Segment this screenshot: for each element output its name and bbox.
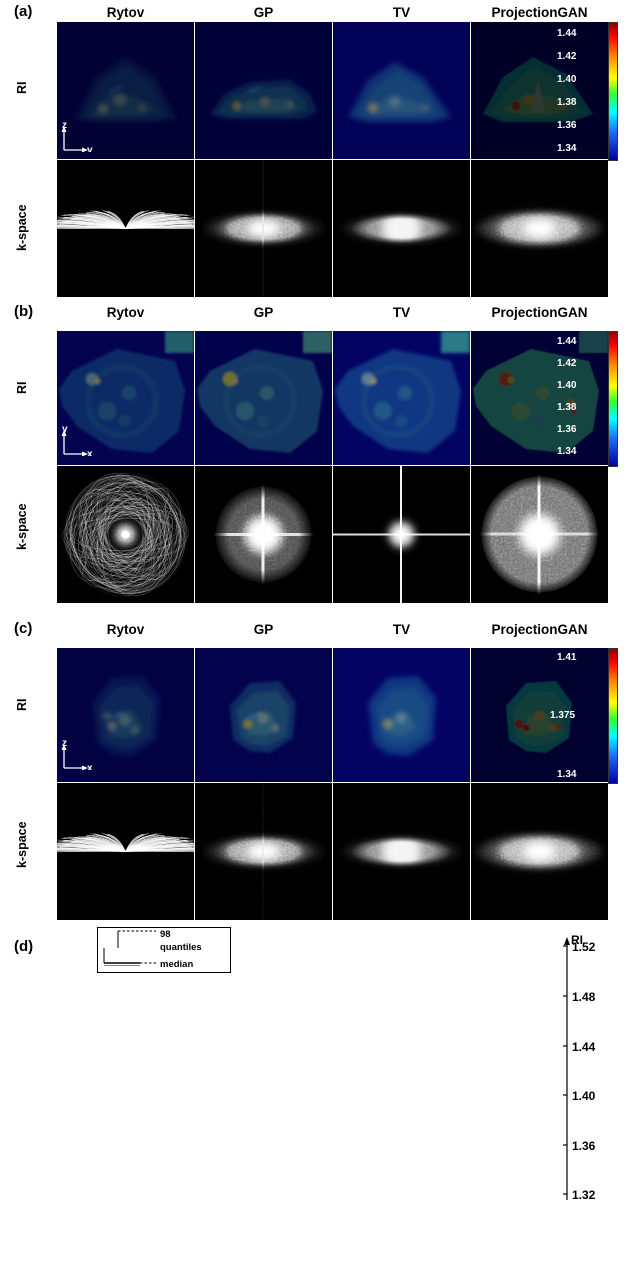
svg-text:z: z: [62, 120, 67, 131]
svg-text:1.36: 1.36: [572, 1139, 596, 1153]
svg-text:98: 98: [160, 929, 171, 940]
svg-text:y: y: [62, 424, 68, 435]
svg-text:median: median: [160, 959, 193, 970]
svg-text:1.40: 1.40: [572, 1089, 596, 1103]
svg-text:z: z: [62, 738, 67, 749]
svg-text:1.52: 1.52: [572, 940, 596, 954]
svg-text:x: x: [87, 449, 93, 456]
svg-text:1.44: 1.44: [572, 1040, 596, 1054]
svg-text:x: x: [87, 763, 93, 770]
svg-text:1.32: 1.32: [572, 1188, 596, 1202]
svg-text:1.48: 1.48: [572, 990, 596, 1004]
svg-text:y: y: [87, 145, 93, 152]
svg-text:quantiles: quantiles: [160, 942, 202, 953]
